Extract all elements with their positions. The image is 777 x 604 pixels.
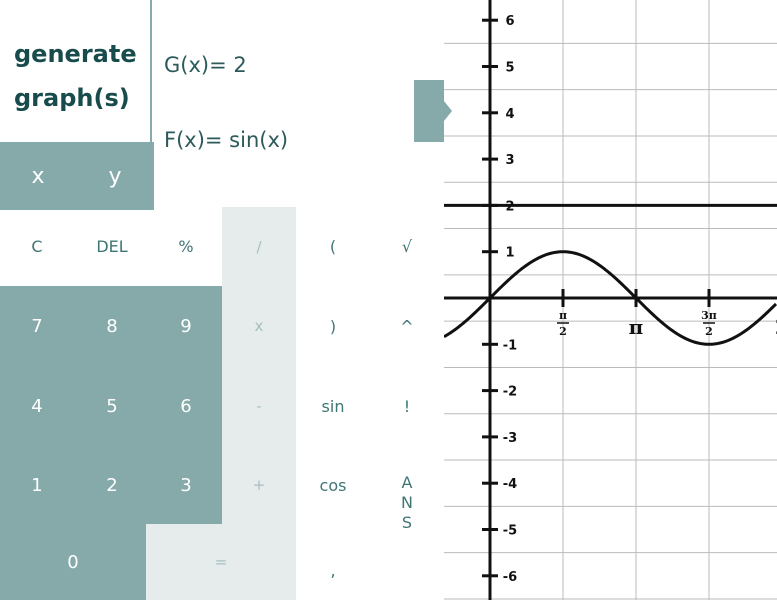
x-tick-label-numerator: π [559,309,567,322]
generate-graphs-button[interactable]: generate graph(s) [0,0,152,142]
y-tick-label: -2 [503,385,517,400]
key-power[interactable]: ^ [400,316,414,336]
chevron-right-icon [444,101,452,121]
key-2[interactable]: 2 [106,474,118,496]
y-tick-label: -1 [503,338,517,353]
key-x-variable[interactable]: x [0,142,76,210]
key-factorial[interactable]: ! [403,396,411,416]
key-percent[interactable]: % [178,237,194,256]
key-delete[interactable]: DEL [96,237,128,256]
key-plus[interactable]: + [252,476,266,494]
key-cos[interactable]: cos [319,475,347,495]
zero-key-background [0,524,146,600]
sin-curve [443,250,777,346]
key-3[interactable]: 3 [180,474,192,496]
x-tick-label-denominator: 2 [705,325,713,338]
key-sqrt[interactable]: √ [401,237,413,256]
y-tick-label: -3 [503,431,517,446]
key-equals[interactable]: = [214,553,228,571]
key-1[interactable]: 1 [31,474,43,496]
graph-panel[interactable]: 654321-1-2-3-4-5-6 π2π3π22 [425,0,777,600]
generate-label-line2: graph(s) [14,84,130,112]
equation-g[interactable]: G(x)= 2 [164,53,247,77]
key-y-variable[interactable]: y [76,142,154,210]
key-7[interactable]: 7 [31,315,43,337]
key-x-variable-label: x [31,163,45,189]
y-tick-label: -6 [503,570,517,585]
y-tick-label: 1 [505,246,514,261]
key-left-paren[interactable]: ( [329,237,337,256]
y-tick-label: -4 [503,477,517,492]
x-tick-label-numerator: 3π [701,309,717,322]
x-tick-label-denominator: 2 [559,325,567,338]
key-9[interactable]: 9 [180,315,192,337]
numpad-background [0,286,222,524]
y-tick-label: 6 [505,14,514,29]
key-0[interactable]: 0 [67,551,79,573]
key-multiply[interactable]: x [254,317,264,335]
key-ans-label-a: A [401,473,413,492]
key-divide[interactable]: / [256,237,262,256]
graph-canvas: 654321-1-2-3-4-5-6 π2π3π22 [425,0,777,600]
y-tick-label: 5 [505,61,514,76]
operator-column-background [222,207,296,600]
x-tick-label: 2 [775,315,777,339]
x-tick-label: π [629,315,644,339]
key-right-paren[interactable]: ) [329,316,337,336]
generate-label-line1: generate [14,40,137,68]
key-ans-label-s: S [401,513,413,532]
key-ans[interactable]: A N S [370,446,444,600]
key-8[interactable]: 8 [106,315,118,337]
key-y-variable-label: y [108,163,122,189]
key-6[interactable]: 6 [180,395,192,417]
y-tick-label: -5 [503,524,517,539]
equation-f[interactable]: F(x)= sin(x) [164,128,289,152]
key-sin[interactable]: sin [321,396,345,416]
panel-toggle-button[interactable] [414,80,444,142]
key-minus[interactable]: - [256,397,262,415]
key-comma[interactable]: , [330,560,336,580]
key-5[interactable]: 5 [106,395,118,417]
key-ans-label-n: N [401,493,413,512]
key-clear[interactable]: C [31,237,43,256]
equals-key-background [146,524,222,600]
y-tick-label: 3 [505,153,514,168]
y-tick-label: 4 [505,107,514,122]
key-4[interactable]: 4 [31,395,43,417]
